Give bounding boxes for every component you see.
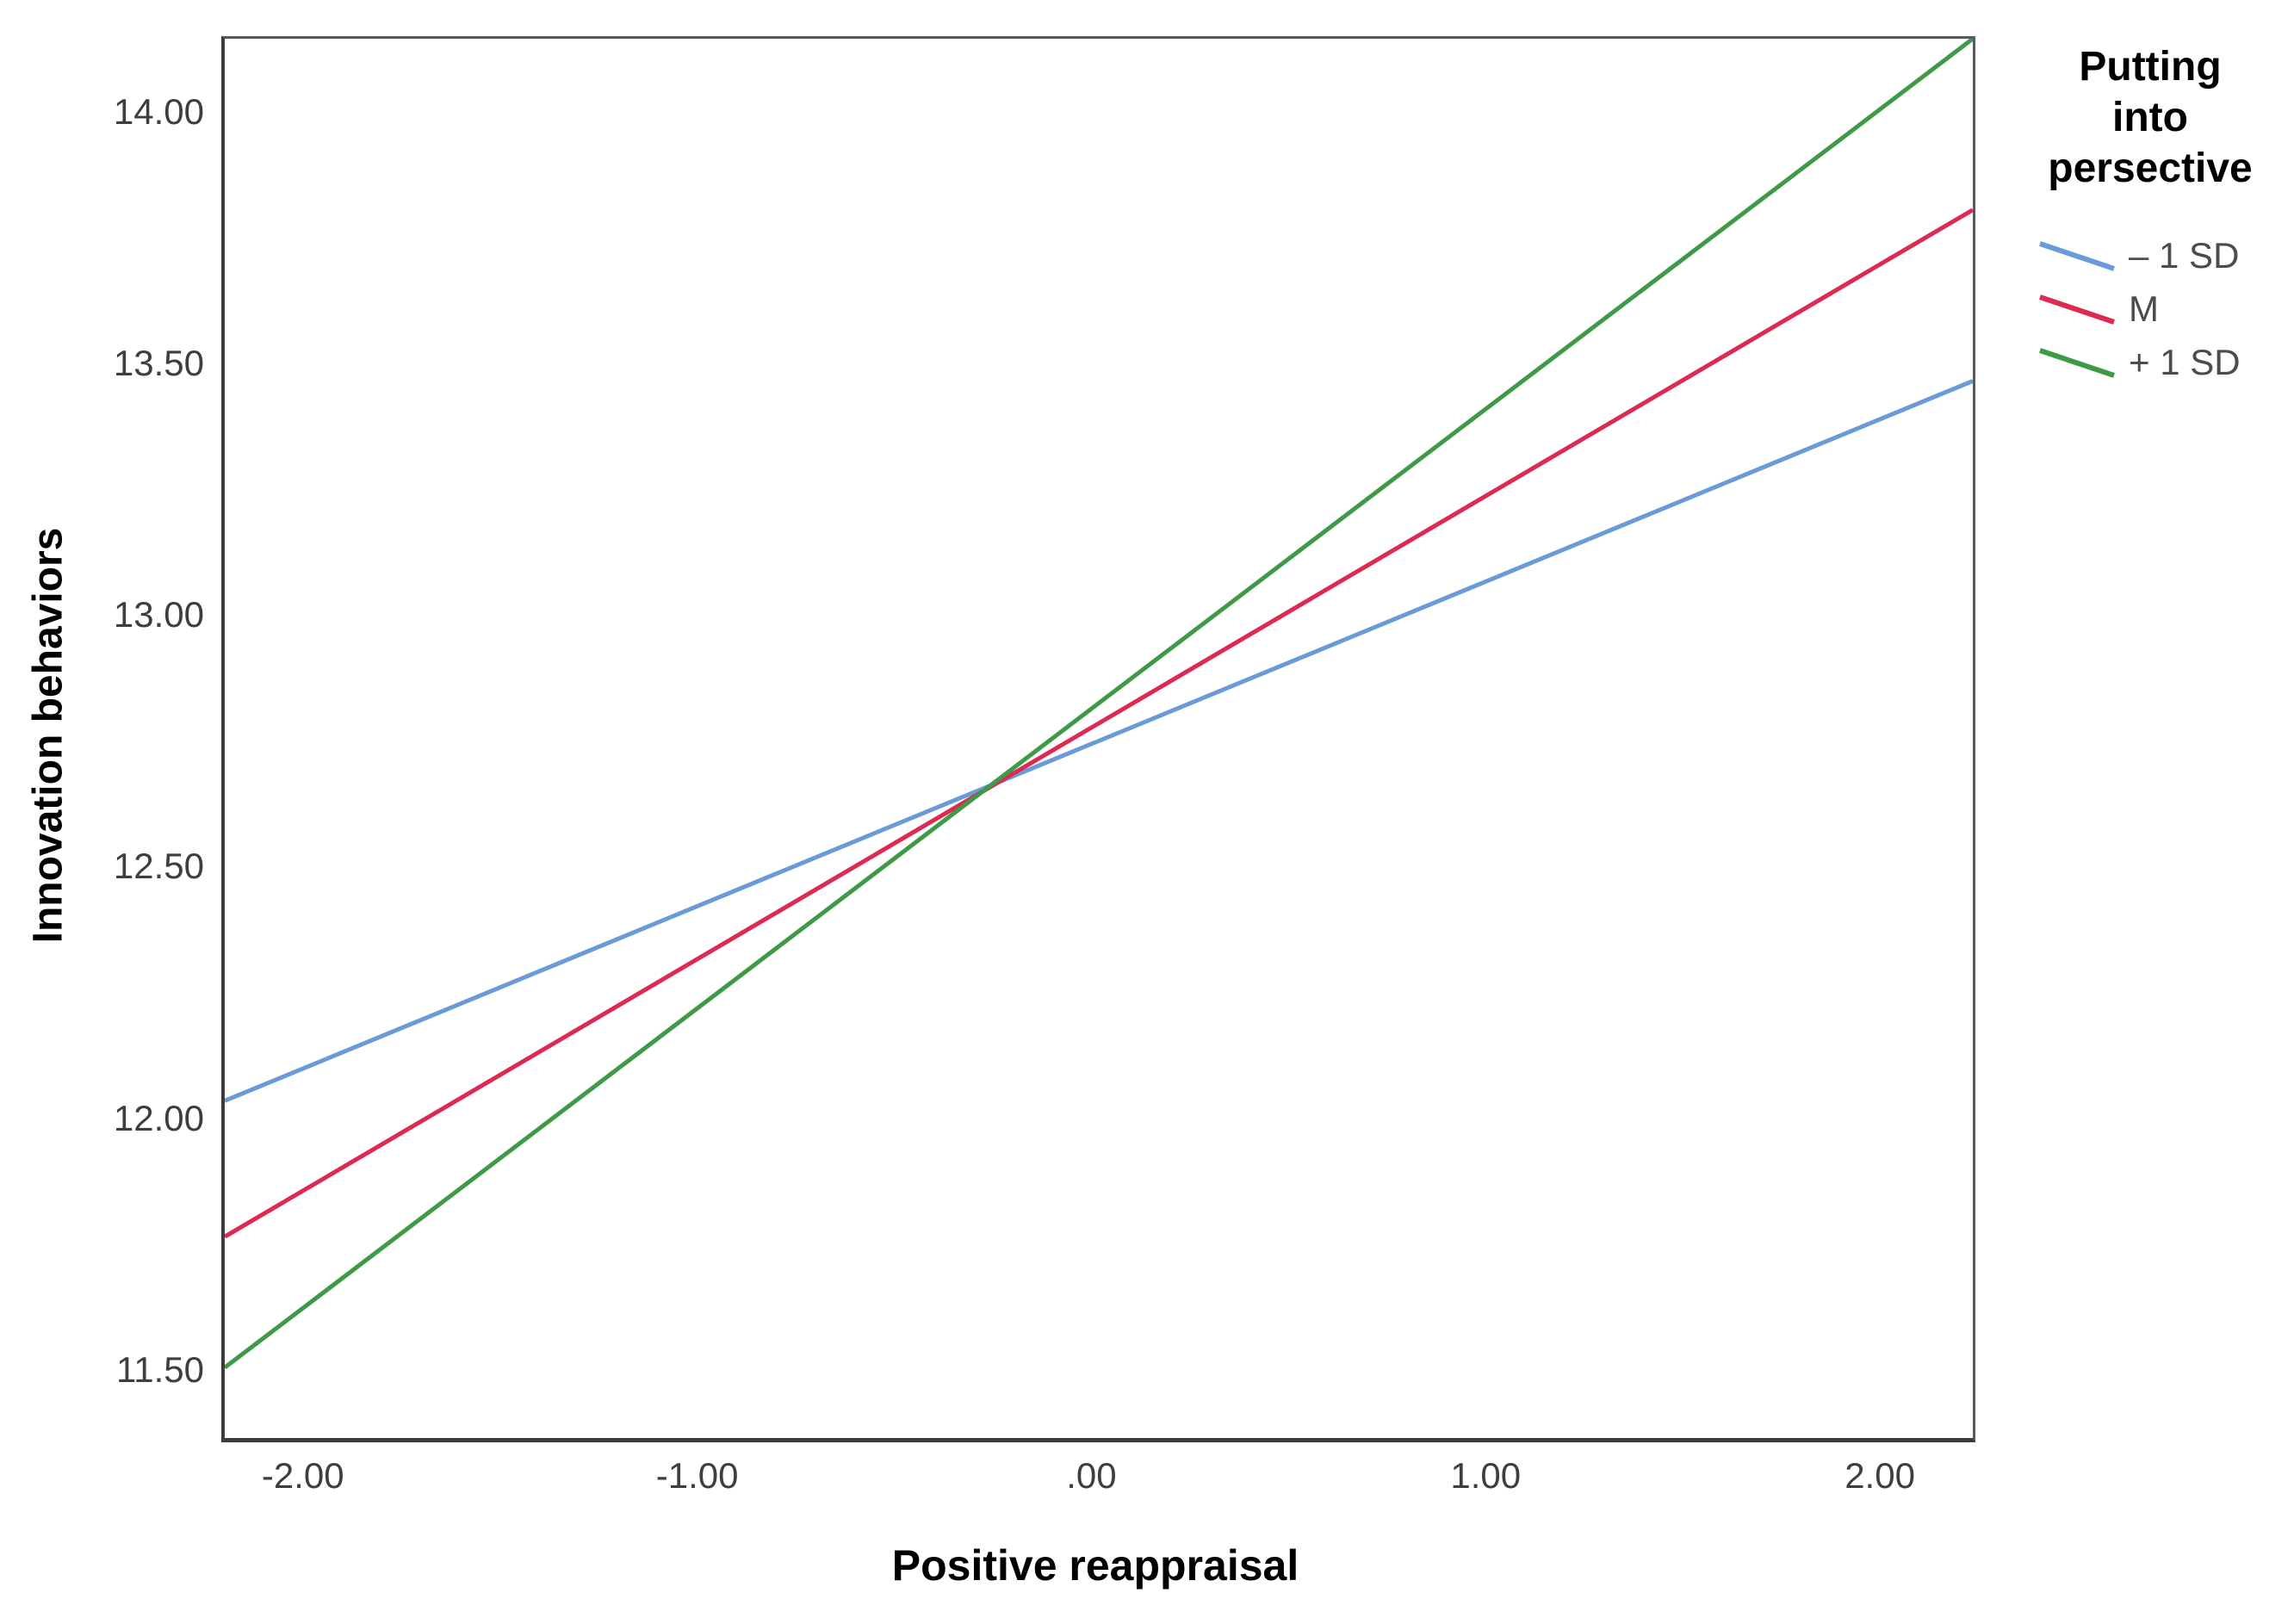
legend-item-minus-1sd: – 1 SD (2008, 235, 2292, 276)
legend-item-label: + 1 SD (2129, 342, 2241, 382)
x-tick-label: -2.00 (261, 1455, 344, 1496)
series-line-–-1-SD (225, 379, 1973, 1103)
plot-area (221, 36, 1975, 1442)
plot-lines-svg (225, 39, 1973, 1370)
legend-item-mean: M (2008, 288, 2292, 329)
series-line-+-1-SD (225, 39, 1973, 1370)
legend-title-line: persective (2048, 146, 2253, 191)
y-tick-label: 13.00 (113, 594, 204, 635)
legend-item-label: M (2129, 288, 2159, 329)
legend-line-swatch-icon (2039, 241, 2115, 271)
x-tick-label: 2.00 (1844, 1455, 1915, 1496)
y-tick-label: 12.00 (113, 1097, 204, 1138)
legend-item-plus-1sd: + 1 SD (2008, 342, 2292, 382)
y-tick-label: 14.00 (113, 90, 204, 132)
legend-line-swatch-icon (2039, 294, 2115, 325)
x-tick-label: -1.00 (655, 1455, 739, 1496)
y-axis-title: Innovation behaviors (25, 527, 71, 944)
legend-title: Putting into persective (2008, 41, 2292, 194)
legend-title-line: Putting (2079, 44, 2222, 90)
y-tick-label: 11.50 (116, 1349, 204, 1390)
x-tick-label: .00 (1066, 1455, 1117, 1496)
y-tick-label: 12.50 (113, 846, 204, 887)
legend-item-label: – 1 SD (2129, 235, 2240, 276)
legend: Putting into persective – 1 SD M + 1 SD (2008, 41, 2292, 397)
series-line-M (225, 208, 1973, 1239)
x-axis-title: Positive reappraisal (891, 1541, 1299, 1590)
legend-line-swatch-icon (2039, 348, 2115, 378)
x-tick-label: 1.00 (1450, 1455, 1522, 1496)
y-tick-label: 13.50 (113, 342, 204, 383)
legend-items: – 1 SD M + 1 SD (2008, 235, 2292, 382)
legend-title-line: into (2112, 95, 2188, 140)
